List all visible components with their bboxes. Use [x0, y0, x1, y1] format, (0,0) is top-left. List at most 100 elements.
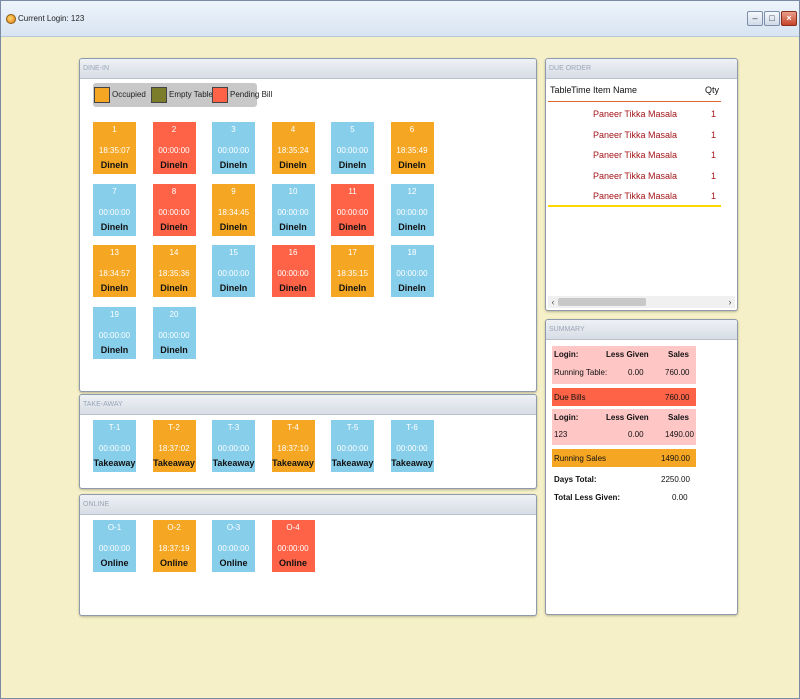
- scroll-thumb[interactable]: [558, 298, 646, 306]
- takeaway-order-time: 00:00:00: [396, 444, 428, 453]
- dinein-table-tile[interactable]: 8 00:00:00 DineIn: [152, 183, 196, 236]
- dinein-table-tile[interactable]: 2 00:00:00 DineIn: [152, 122, 196, 174]
- takeaway-title: TAKE-AWAY: [83, 401, 123, 408]
- takeaway-order-tile[interactable]: T-2 18:37:02 Takeaway: [152, 420, 196, 472]
- takeaway-order-type: Takeaway: [153, 458, 195, 468]
- due-order-columns: Table Time Item Name Qty: [546, 79, 737, 102]
- due-order-row[interactable]: Paneer Tikka Masala 1: [546, 187, 737, 207]
- dinein-table-num: 17: [348, 248, 357, 257]
- dinein-table-tile[interactable]: 19 00:00:00 DineIn: [93, 306, 136, 359]
- horizontal-scrollbar[interactable]: ‹ ›: [548, 296, 735, 308]
- dinein-table-num: 2: [171, 125, 177, 134]
- dinein-table-num: 3: [231, 125, 236, 134]
- online-title: ONLINE: [83, 501, 110, 508]
- dinein-table-type: DineIn: [279, 160, 307, 170]
- dinein-table-tile[interactable]: 10 00:00:00 DineIn: [271, 183, 315, 236]
- dinein-table-tile[interactable]: 13 18:34:57 DineIn: [93, 245, 136, 297]
- dinein-table-tile[interactable]: 12 00:00:00 DineIn: [390, 183, 434, 236]
- total-less-label: Total Less Given:: [554, 493, 621, 502]
- takeaway-order-tile[interactable]: T-5 00:00:00 Takeaway: [331, 420, 374, 472]
- online-order-type: Online: [278, 558, 307, 568]
- dinein-table-num: 6: [409, 125, 415, 134]
- takeaway-order-time: 18:37:10: [277, 444, 309, 453]
- online-order-num: O-4: [286, 523, 300, 532]
- dinein-table-tile[interactable]: 9 18:34:45 DineIn: [212, 183, 255, 236]
- dinein-table-type: DineIn: [160, 344, 188, 355]
- due-order-item: Paneer Tikka Masala: [593, 191, 678, 201]
- takeaway-order-tile[interactable]: T-1 00:00:00 Takeaway: [93, 420, 136, 472]
- legend-pending-label: Pending Bill: [230, 90, 273, 99]
- dinein-table-tile[interactable]: 7 00:00:00 DineIn: [93, 183, 136, 236]
- online-order-time: 00:00:00: [277, 544, 309, 553]
- online-order-tile[interactable]: O-4 00:00:00 Online: [271, 520, 315, 572]
- dinein-table-tile[interactable]: 11 00:00:00 DineIn: [331, 183, 374, 236]
- takeaway-order-tile[interactable]: T-3 00:00:00 Takeaway: [212, 420, 255, 472]
- takeaway-order-num: T-3: [227, 423, 240, 432]
- dinein-table-tile[interactable]: 17 18:35:15 DineIn: [331, 245, 374, 297]
- dinein-table-tile[interactable]: 18 00:00:00 DineIn: [390, 245, 434, 297]
- scroll-left-icon[interactable]: ‹: [551, 297, 555, 307]
- title-bar: Current Login: 123 – □ ×: [1, 1, 799, 37]
- close-button[interactable]: ×: [781, 11, 797, 26]
- due-order-qty: 1: [711, 170, 717, 181]
- login-sales-value: 1490.00: [665, 430, 694, 439]
- summary-panel: SUMMARY Login: Less Given Sales Running …: [545, 319, 738, 615]
- col-item-name: Item Name: [593, 85, 638, 95]
- dinein-table-tile[interactable]: 5 00:00:00 DineIn: [331, 122, 374, 174]
- dinein-table-type: DineIn: [398, 283, 426, 293]
- maximize-button[interactable]: □: [764, 11, 780, 26]
- takeaway-header: TAKE-AWAY: [80, 395, 536, 415]
- running-table-less: 0.00: [628, 368, 644, 377]
- takeaway-order-type: Takeaway: [391, 458, 433, 468]
- dinein-table-num: 14: [169, 248, 179, 257]
- dinein-table-num: 11: [348, 186, 357, 196]
- dinein-header: DINE-IN: [80, 59, 536, 79]
- dinein-table-time: 00:00:00: [158, 330, 190, 340]
- due-order-row[interactable]: Paneer Tikka Masala 1: [546, 126, 737, 146]
- dinein-table-tile[interactable]: 6 18:35:49 DineIn: [390, 122, 434, 174]
- dinein-table-time: 00:00:00: [396, 269, 428, 278]
- dinein-table-type: DineIn: [398, 160, 426, 170]
- minimize-button[interactable]: –: [747, 11, 763, 26]
- dinein-table-time: 00:00:00: [336, 146, 369, 155]
- dinein-table-type: DineIn: [219, 221, 248, 232]
- due-order-header: DUE ORDER: [546, 59, 737, 79]
- takeaway-order-tile[interactable]: T-6 00:00:00 Takeaway: [390, 420, 434, 472]
- legend-empty-label: Empty Table: [169, 90, 213, 99]
- due-order-row[interactable]: Paneer Tikka Masala 1: [546, 146, 737, 166]
- dinein-table-tile[interactable]: 4 18:35:24 DineIn: [271, 122, 315, 174]
- dinein-table-num: 18: [407, 248, 417, 257]
- due-order-row[interactable]: Paneer Tikka Masala 1: [546, 167, 737, 187]
- takeaway-order-time: 00:00:00: [98, 444, 131, 453]
- dinein-table-tile[interactable]: 3 00:00:00 DineIn: [212, 122, 255, 174]
- online-order-tile[interactable]: O-1 00:00:00 Online: [93, 520, 136, 572]
- dinein-table-tile[interactable]: 1 18:35:07 DineIn: [93, 122, 136, 174]
- due-order-row[interactable]: Paneer Tikka Masala 1: [546, 105, 737, 125]
- running-sales-row: Running Sales 1490.00: [552, 449, 696, 467]
- dinein-table-tile[interactable]: 15 00:00:00 DineIn: [212, 245, 255, 297]
- dinein-table-time: 18:35:15: [336, 269, 369, 278]
- dinein-table-time: 00:00:00: [217, 146, 250, 155]
- online-order-tile[interactable]: O-2 18:37:19 Online: [152, 520, 196, 572]
- dinein-table-tile[interactable]: 20 00:00:00 DineIn: [152, 306, 196, 359]
- dinein-table-num: 5: [350, 125, 355, 134]
- dinein-table-num: 13: [110, 248, 119, 257]
- status-legend: Occupied Empty Table Pending Bill: [93, 83, 272, 107]
- online-order-time: 00:00:00: [98, 544, 131, 553]
- takeaway-order-tile[interactable]: T-4 18:37:10 Takeaway: [271, 420, 315, 472]
- dinein-table-type: DineIn: [160, 221, 188, 232]
- due-bills-row: Due Bills 760.00: [552, 388, 696, 406]
- dinein-table-type: DineIn: [160, 160, 188, 170]
- dinein-table-type: DineIn: [219, 160, 248, 170]
- due-bills-label: Due Bills: [554, 393, 586, 402]
- dinein-table-type: DineIn: [279, 221, 307, 232]
- online-order-tile[interactable]: O-3 00:00:00 Online: [212, 520, 255, 572]
- less-given-heading: Less Given: [606, 350, 649, 359]
- scroll-right-icon[interactable]: ›: [728, 297, 732, 307]
- dinein-table-tile[interactable]: 16 00:00:00 DineIn: [271, 245, 315, 297]
- dinein-table-tile[interactable]: 14 18:35:36 DineIn: [152, 245, 196, 297]
- dinein-table-type: DineIn: [338, 160, 367, 170]
- online-order-time: 00:00:00: [217, 544, 250, 553]
- days-total-value: 2250.00: [661, 475, 690, 484]
